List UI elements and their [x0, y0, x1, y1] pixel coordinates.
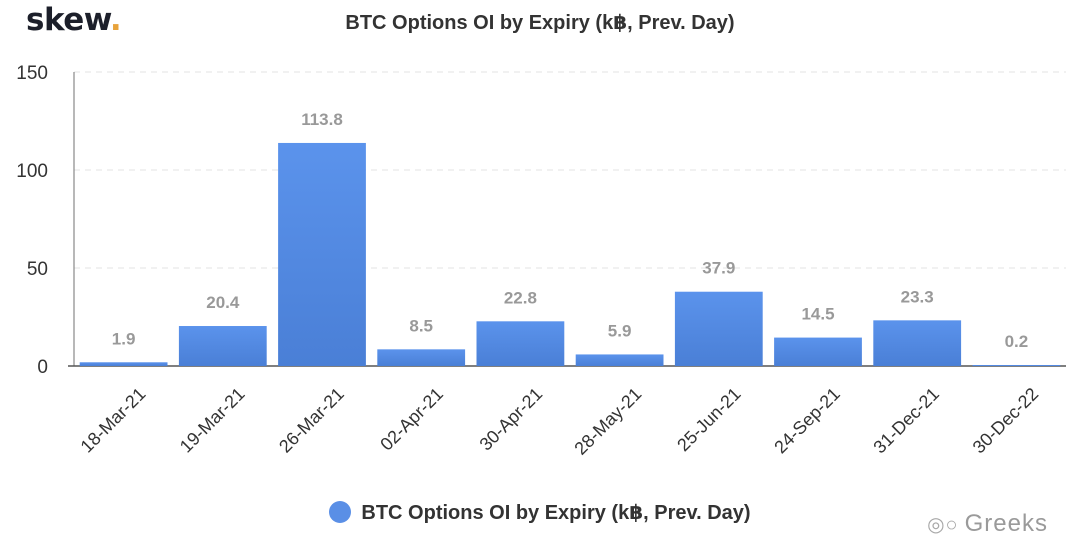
- data-label: 5.9: [608, 321, 632, 340]
- bar-24-sep-21[interactable]: [774, 337, 862, 366]
- y-tick-label: 50: [27, 259, 48, 280]
- x-tick-label: 24-Sep-21: [770, 384, 844, 458]
- x-tick-label: 30-Dec-22: [969, 384, 1043, 458]
- bar-31-dec-21[interactable]: [873, 320, 962, 366]
- x-tick-label: 25-Jun-21: [673, 384, 744, 455]
- x-tick-label: 31-Dec-21: [870, 384, 944, 458]
- data-label: 1.9: [112, 329, 136, 348]
- legend[interactable]: BTC Options OI by Expiry (k฿, Prev. Day): [0, 500, 1080, 525]
- bar-18-mar-21[interactable]: [79, 362, 168, 366]
- y-tick-label: 0: [37, 357, 48, 378]
- data-labels: 1.9 20.4 113.8 8.5 22.8 5.9 37.9 14.5 23.3 0.2: [112, 110, 1028, 351]
- bar-25-jun-21[interactable]: [674, 291, 763, 366]
- x-tick-label: 02-Apr-21: [376, 384, 447, 455]
- legend-label: BTC Options OI by Expiry (k฿, Prev. Day): [361, 502, 751, 524]
- data-label: 0.2: [1005, 332, 1029, 351]
- data-label: 23.3: [901, 287, 934, 306]
- x-tick-label: 28-May-21: [570, 384, 645, 459]
- bar-28-may-21[interactable]: [575, 354, 664, 366]
- x-tick-label: 26-Mar-21: [275, 384, 348, 457]
- grid-lines: [74, 71, 1066, 269]
- legend-swatch: [329, 501, 352, 523]
- x-tick-label: 19-Mar-21: [176, 384, 249, 457]
- skew-logo: skew.: [26, 2, 122, 38]
- x-tick-label: 18-Mar-21: [77, 384, 150, 457]
- bar-30-dec-22[interactable]: [972, 365, 1061, 366]
- logo-dot: .: [109, 2, 122, 38]
- data-label: 22.8: [504, 288, 537, 307]
- bar-26-mar-21[interactable]: [278, 142, 366, 366]
- x-tick-label: 30-Apr-21: [476, 384, 547, 455]
- y-tick-label: 150: [16, 63, 48, 84]
- wechat-icon: ◎○: [927, 514, 959, 536]
- bar-30-apr-21[interactable]: [476, 321, 565, 366]
- watermark: ◎○ Greeks: [927, 510, 1048, 538]
- y-tick-label: 100: [16, 161, 48, 182]
- data-label: 37.9: [702, 259, 735, 278]
- data-label: 14.5: [801, 305, 834, 324]
- data-label: 8.5: [409, 316, 433, 335]
- data-label: 113.8: [301, 110, 343, 129]
- bar-02-apr-21[interactable]: [377, 349, 466, 366]
- bar-19-mar-21[interactable]: [178, 326, 267, 366]
- watermark-text: Greeks: [964, 510, 1048, 537]
- bars: [79, 142, 1061, 366]
- tick-labels: 0 50 100 150 18-Mar-21 19-Mar-21 26-Mar-21 02-A…: [16, 63, 1042, 459]
- data-label: 20.4: [206, 293, 240, 312]
- chart-title: BTC Options OI by Expiry (k฿, Prev. Day): [345, 12, 735, 34]
- logo-text: skew: [26, 2, 110, 38]
